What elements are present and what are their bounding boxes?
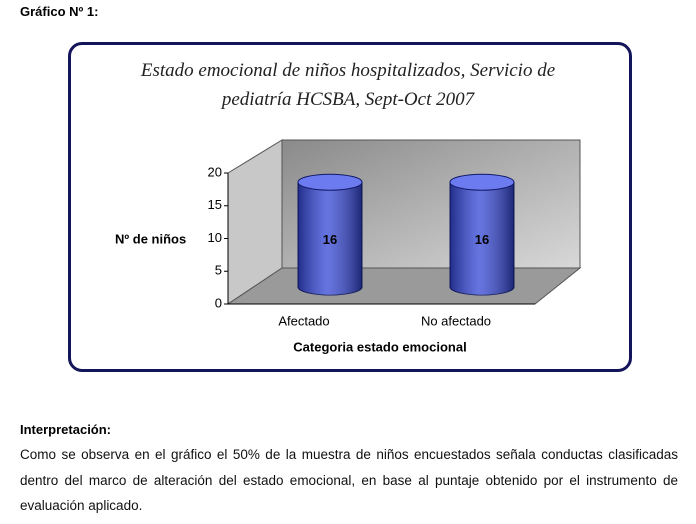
x-tick-label: No afectado [421,313,491,328]
interpretation-title: Interpretación: [20,422,112,437]
chart-frame [68,42,632,372]
y-tick-label: 15 [208,197,222,212]
y-axis-label: Nº de niños [115,231,186,246]
cylinder-shade [298,182,362,295]
x-tick-label: Afectado [278,313,329,328]
heading: Gráfico Nº 1: [20,4,99,19]
value-label: 16 [475,232,489,247]
y-tick-label: 20 [208,164,222,179]
value-label: 16 [323,232,337,247]
floor [226,267,582,305]
cylinder-shade [450,182,514,295]
y-tick-label: 10 [208,230,222,245]
cylinder-top [449,173,515,191]
x-axis-label: Categoria estado emocional [293,339,466,354]
y-tick-label: 0 [215,295,222,310]
interpretation-text: Como se observa en el gráfico el 50% de … [20,447,678,513]
cylinder-top [297,173,363,191]
chart-title: Estado emocional de niños hospitalizados… [140,60,556,110]
y-tick-label: 5 [215,263,222,278]
